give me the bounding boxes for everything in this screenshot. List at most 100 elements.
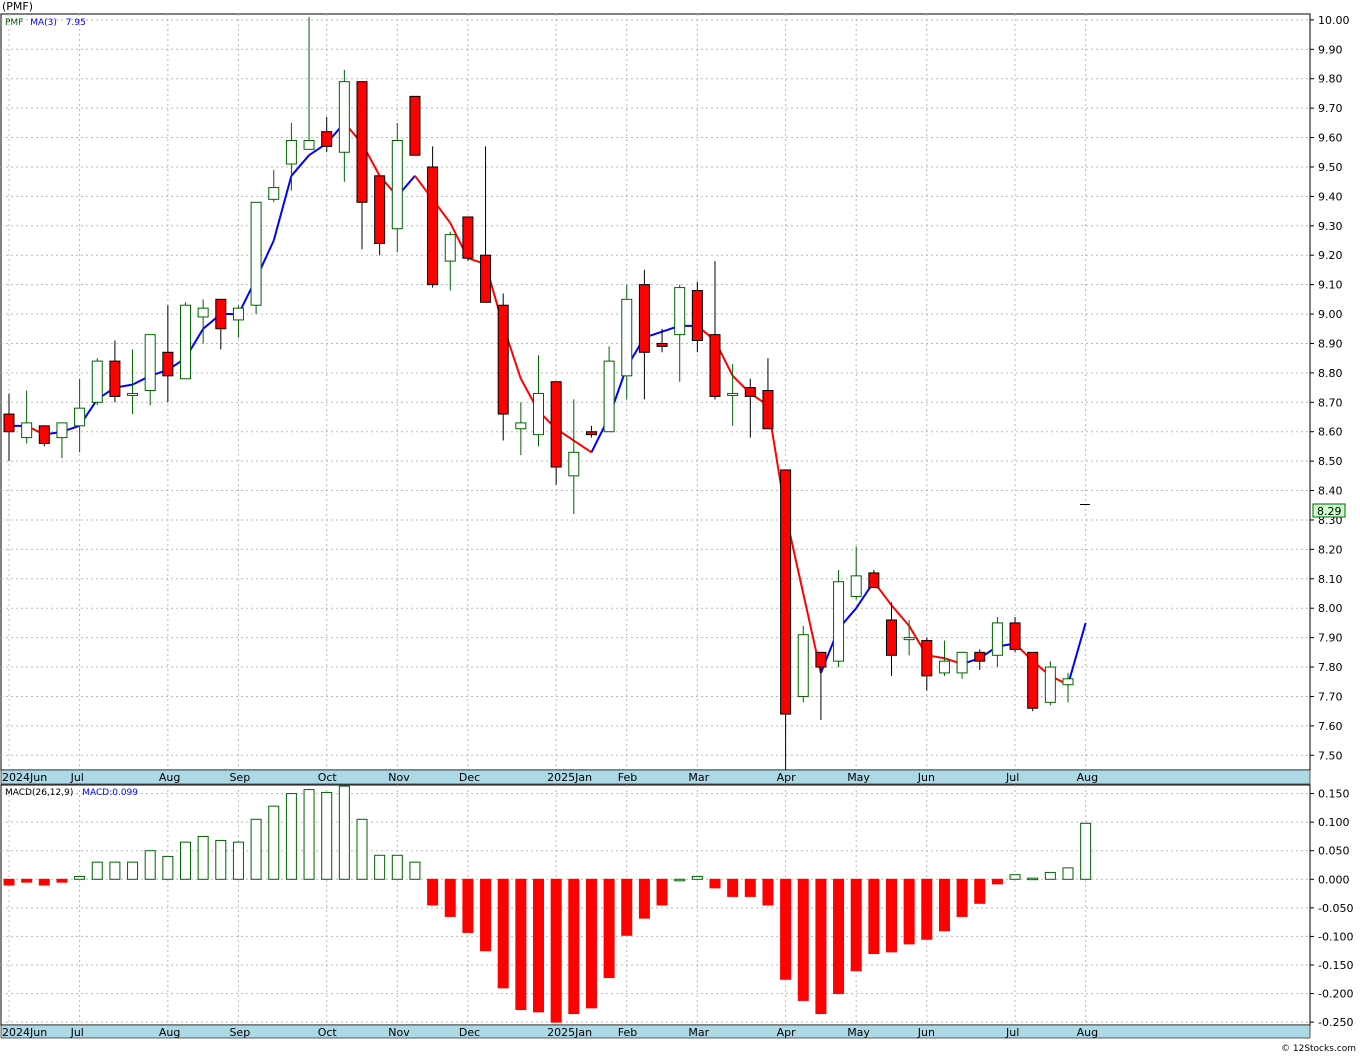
macd-bar: [427, 878, 439, 906]
candle-body: [638, 284, 650, 353]
candle-body: [162, 351, 174, 377]
ma3-segment: [573, 439, 593, 454]
price-y-tick-label: 9.40: [1318, 190, 1343, 203]
candle: [3, 393, 15, 462]
candle-body: [1062, 678, 1074, 686]
macd-bar: [833, 878, 845, 995]
candle: [886, 602, 897, 676]
macd-bar: [1009, 874, 1021, 880]
macd-bar: [144, 850, 156, 880]
macd-bar: [974, 878, 986, 904]
candle-body: [321, 131, 333, 147]
price-x-tick-label: Feb: [618, 771, 637, 784]
macd-bar: [797, 878, 809, 1001]
macd-bar: [956, 878, 968, 917]
candle: [727, 364, 739, 426]
macd-bar: [550, 878, 562, 1023]
candle: [850, 546, 862, 600]
candle: [533, 355, 544, 447]
macd-bar: [1062, 867, 1074, 880]
price-x-tick-label: Sep: [229, 771, 250, 784]
candle-body: [797, 634, 809, 697]
price-y-tick-label: 9.50: [1318, 161, 1343, 174]
candle: [497, 293, 509, 441]
price-x-tick-label: Jul: [1005, 771, 1019, 784]
candle-body: [656, 342, 668, 347]
macd-bar: [285, 793, 297, 880]
macd-bar: [585, 878, 597, 1009]
candle: [656, 328, 668, 353]
candle: [197, 299, 209, 344]
candle-body: [285, 139, 297, 165]
price-y-tick-label: 8.70: [1318, 396, 1343, 409]
candle-body: [268, 187, 280, 200]
candle-body: [991, 622, 1003, 656]
candle: [833, 569, 845, 668]
candle: [303, 16, 315, 150]
macd-y-axis: 0.150 0.100 0.050 0.000 -0.050 -0.100 -0.150 -0…: [1310, 788, 1353, 1029]
macd-bar: [232, 841, 244, 880]
candle-body: [232, 307, 244, 321]
candle-body: [603, 360, 615, 433]
macd-bar: [462, 878, 474, 933]
candle-body: [356, 81, 368, 203]
candle: [674, 284, 686, 382]
last-price-box: [1312, 503, 1346, 518]
candle: [991, 617, 1003, 668]
price-y-tick-label: 8.50: [1318, 455, 1343, 468]
price-y-tick-label: 9.60: [1318, 132, 1343, 145]
macd-bar: [109, 861, 121, 880]
candle-body: [533, 392, 544, 436]
macd-bar: [727, 878, 739, 897]
macd-legend-label: MACD(26,12,9): [5, 788, 73, 798]
legend-ma-label: MA(3): [30, 18, 57, 28]
macd-x-tick-label: Dec: [459, 1026, 480, 1039]
candle-body: [815, 651, 827, 668]
candle: [144, 334, 156, 406]
watermark: © 12Stocks.com: [1281, 1044, 1356, 1054]
price-y-tick-label: 7.50: [1318, 749, 1343, 762]
price-x-tick-label: Nov: [388, 771, 410, 784]
price-y-tick-label: 9.80: [1318, 73, 1343, 86]
candle: [268, 169, 280, 203]
macd-bar: [21, 878, 33, 883]
macd-x-axis: 2024Jun Jul Aug Sep Oct Nov Dec 2025Jan Feb Mar Ap…: [0, 1024, 1311, 1039]
candle-body: [515, 422, 527, 430]
price-y-tick-label: 8.40: [1318, 485, 1343, 498]
macd-plot-area: [0, 784, 1311, 1026]
macd-x-tick-label: May: [847, 1026, 870, 1039]
macd-bar: [744, 878, 756, 897]
price-x-axis-band: [0, 769, 1311, 785]
candle-body: [215, 298, 227, 330]
price-y-tick-label: 9.70: [1318, 102, 1343, 115]
legend-symbol: PMF: [5, 18, 23, 28]
candle: [815, 651, 827, 720]
macd-bar: [621, 878, 633, 936]
macd-x-tick-label: Aug: [1077, 1026, 1098, 1039]
candle-body: [250, 201, 262, 306]
candle-body: [886, 619, 897, 656]
candle-body: [1044, 666, 1056, 703]
price-y-tick-label: 8.90: [1318, 337, 1343, 350]
macd-bar: [533, 878, 544, 1013]
price-y-tick-label: 8.10: [1318, 573, 1343, 586]
macd-y-tick-label: -0.050: [1318, 902, 1353, 915]
macd-bar: [356, 818, 368, 880]
candles: [3, 16, 1074, 770]
macd-legend: MACD(26,12,9) MACD:0.099: [5, 788, 138, 798]
candle: [938, 640, 950, 676]
candle: [180, 302, 191, 380]
macd-bar: [886, 878, 897, 953]
macd-bar: [38, 878, 50, 886]
macd-x-tick-label: Nov: [388, 1026, 410, 1039]
candle-body: [850, 575, 862, 597]
price-y-tick-label: 7.60: [1318, 720, 1343, 733]
candle-body: [727, 392, 739, 396]
candle-body: [833, 581, 845, 662]
ma3-segment: [290, 154, 310, 177]
candle: [74, 378, 86, 453]
macd-bar: [1027, 877, 1039, 881]
candle-body: [462, 216, 474, 259]
price-y-tick-label: 8.80: [1318, 367, 1343, 380]
candle: [427, 146, 439, 288]
